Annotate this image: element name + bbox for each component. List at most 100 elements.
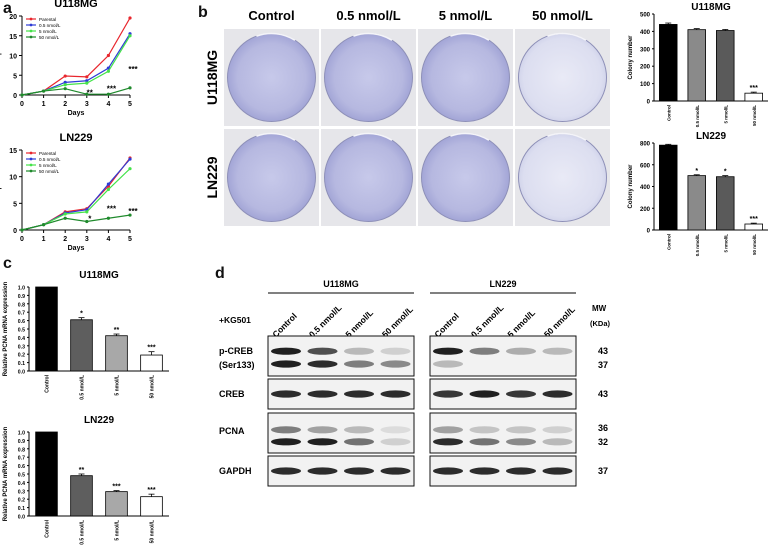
dish-rim-highlight [517,32,608,123]
significance-mark: * [80,311,83,318]
bar [35,431,58,517]
y-tick-label: 400 [640,185,651,191]
protein-band [469,347,500,355]
panel-b: U118MG 0 100 200 300 400 500 Colony number Contr… [204,2,768,256]
data-point [85,75,89,79]
legend-label: 5 nmol/L [39,29,57,34]
category-label: 5 nmol/L [723,234,728,253]
mw-value: 37 [598,360,608,370]
mw-value: 43 [598,389,608,399]
y-tick-label: 300 [640,47,651,53]
y-tick-label: 800 [640,142,651,148]
y-tick-label: 0 [647,100,651,106]
data-point [42,89,46,93]
x-tick-label: 3 [85,101,89,108]
data-point [85,81,89,85]
significance-mark: * [88,214,92,223]
protein-band [433,467,463,475]
legend-marker [29,157,33,161]
y-tick-label: 0.0 [18,370,25,376]
protein-band [307,347,338,355]
bar [140,496,163,517]
data-point [106,69,110,73]
protein-band [271,360,301,368]
panel-letter-d: d [215,265,225,282]
protein-band [506,347,536,355]
x-tick-label: 5 [128,236,132,243]
bar [105,491,128,517]
protein-band [271,347,301,355]
x-axis-label: Days [68,110,85,117]
category-label: Control [666,234,671,250]
group-label: U118MG [323,279,359,289]
legend-label: 50 nmol/L [39,35,60,40]
mw-value: 32 [598,437,608,447]
y-axis-label: Relative PCNA mRNA expression [3,426,9,521]
lane-label: 0.5 nmol/L [307,303,344,340]
panel-c: U118MG 0.0 0.1 0.2 0.3 0.4 0.5 0.6 0.7 0.8 0.9 1.0 R… [3,270,169,545]
data-point [63,80,67,84]
x-tick-label: 4 [106,101,110,108]
x-tick-label: 0 [20,236,24,243]
protein-band [380,390,411,398]
y-tick-label: 15 [9,34,17,41]
legend-marker [29,17,33,21]
protein-band [469,390,500,398]
y-tick-label: 15 [9,148,17,155]
significance-mark: *** [112,484,120,491]
dish-rim-highlight [420,32,511,123]
protein-band [542,467,573,475]
panel-letter-b: b [198,4,208,21]
data-point [63,212,67,216]
bar [716,30,735,102]
y-tick-label: 0.9 [18,439,25,445]
y-tick-label: 0 [13,228,17,235]
blot-label: GAPDH [219,466,252,476]
y-axis-label: Relative PCNA mRNA expression [3,281,9,376]
protein-band [271,390,301,398]
bar [687,175,706,231]
data-point [85,79,89,83]
lane-label: 5 nmol/L [505,308,537,340]
lane-label: 5 nmol/L [343,308,375,340]
data-point [42,223,46,227]
culture-dish [518,33,607,122]
protein-band [271,467,301,475]
protein-band [506,467,536,475]
series-line-3 [21,87,131,96]
x-axis-label: Days [68,245,85,252]
y-tick-label: 0.2 [18,498,25,504]
protein-band [344,467,374,475]
category-label: 5 nmol/L [115,520,121,541]
legend-label: Parental [39,17,56,22]
protein-band [380,347,411,355]
data-point [63,74,67,78]
y-tick-label: 0 [647,229,651,235]
y-tick-label: 0.5 [18,328,25,334]
data-point [106,182,110,186]
y-tick-label: 10 [9,175,17,182]
legend-label: 0.5 nmol/L [39,23,61,28]
mw-value: 37 [598,466,608,476]
mw-unit: (KDa) [590,319,611,328]
panel-letter-c: c [3,255,12,272]
lane-label: 0.5 nmol/L [469,303,506,340]
data-point [128,167,132,171]
protein-band [307,438,338,446]
x-tick-label: 2 [63,101,67,108]
y-tick-label: 0.0 [18,515,25,521]
bar [744,223,763,231]
protein-band [307,467,338,475]
culture-dish [227,133,316,222]
protein-band [344,360,374,368]
x-tick-label: 1 [42,101,46,108]
y-tick-label: 0.2 [18,353,25,359]
significance-mark: *** [107,84,117,93]
y-tick-label: 5 [13,73,17,80]
y-axis-label: Relative cell proliferation [0,19,2,91]
treatment-label: +KG501 [219,315,251,325]
protein-band [506,426,536,434]
protein-band [344,347,374,355]
group-label: LN229 [489,279,516,289]
